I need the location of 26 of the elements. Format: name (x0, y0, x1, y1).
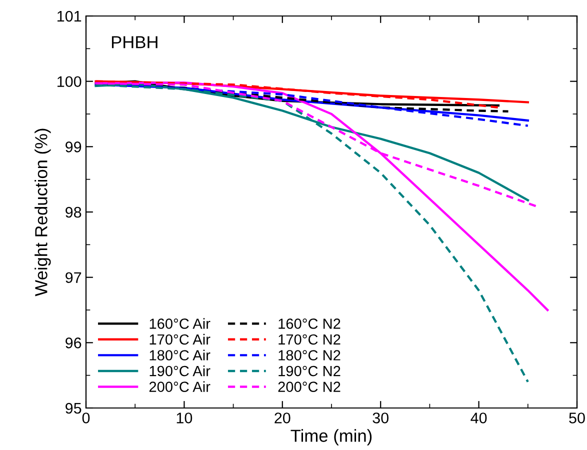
legend-label: 170°C Air (150, 334, 210, 345)
legend-label: 190°C N2 (278, 366, 340, 376)
legend-label: 190°C Air (150, 366, 210, 376)
legend-label: 160°C N2 (278, 318, 340, 329)
x-axis-title: Time (min) (290, 429, 372, 446)
x-tick-label: 40 (470, 412, 487, 424)
legend-label: 170°C N2 (278, 334, 340, 345)
y-tick-label: 98 (66, 206, 82, 218)
x-tick-label: 30 (372, 412, 388, 424)
text: PHBH (112, 36, 158, 48)
x-tick-label: 20 (274, 412, 290, 424)
x-tick-label: 50 (569, 412, 585, 424)
y-tick-label: 97 (66, 272, 82, 284)
y-tick-label: 95 (66, 402, 82, 414)
y-axis-title: Weight Reduction (%) (34, 128, 51, 296)
legend-label: 180°C N2 (278, 350, 340, 360)
x-tick-label: 10 (176, 412, 192, 424)
legend-label: 200°C N2 (278, 382, 340, 392)
legend-label: 160°C Air (150, 318, 210, 329)
x-tick-label: 0 (82, 412, 90, 424)
y-tick-label: 100 (58, 76, 82, 88)
legend-label: 180°C Air (150, 350, 210, 360)
y-tick-label: 99 (66, 142, 82, 152)
legend-label: 200°C Air (149, 381, 210, 392)
y-tick-label: 101 (58, 10, 82, 22)
y-tick-label: 96 (66, 338, 82, 348)
